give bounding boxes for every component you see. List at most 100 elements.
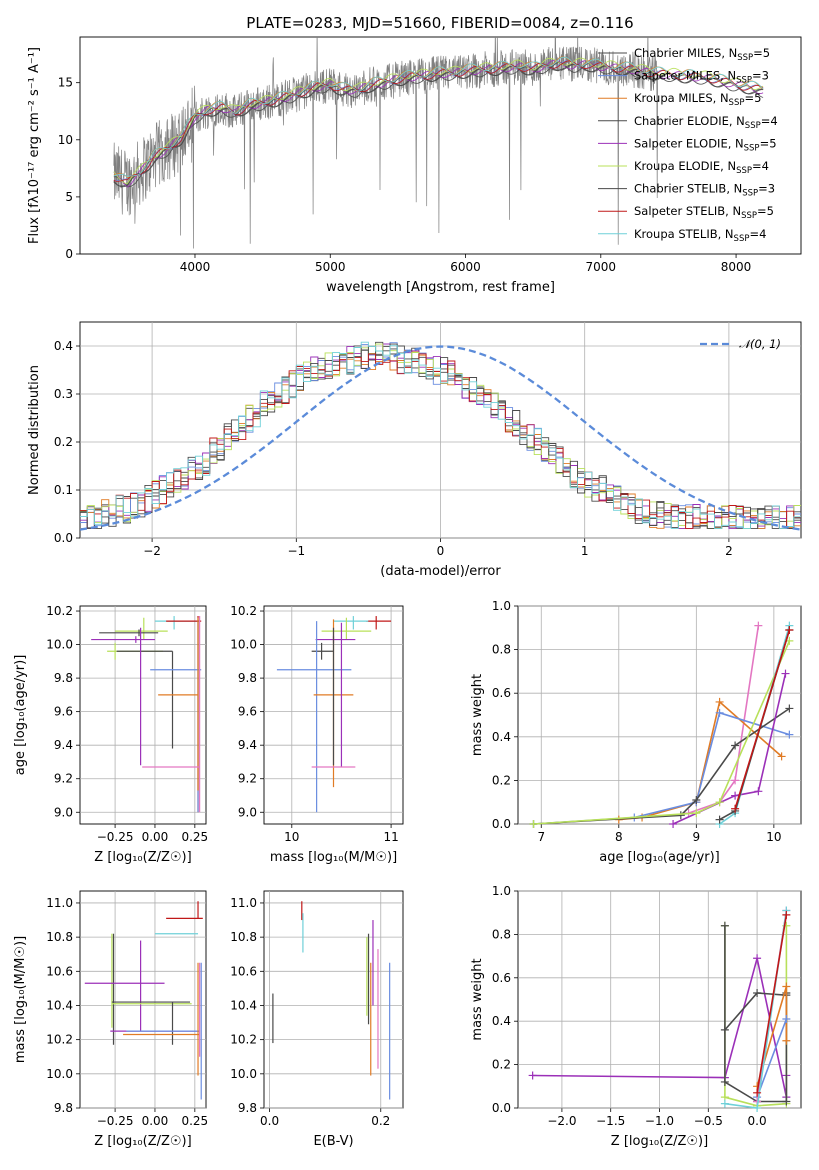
mass-weight-marker (782, 982, 791, 991)
spectrum-xtick-label: 7000 (586, 260, 617, 274)
mass-weight-marker (782, 1036, 791, 1045)
age-vs-Z-ytick-label: 9.4 (54, 738, 73, 752)
age-vs-Z-ylabel: age [log₁₀(age/yr)] (13, 655, 28, 776)
age-vs-mass-ytick-label: 10.2 (230, 604, 257, 618)
mass-weight-vs-age-xtick-label: 8 (615, 830, 623, 844)
spectrum-xtick-label: 4000 (180, 260, 211, 274)
mass-vs-Z-ytick-label: 11.0 (46, 896, 73, 910)
residuals-axes: −2 −1 0 1 2 0.0 0.1 0.2 0.3 0.4 (data-model)/error… (27, 322, 801, 579)
residuals-ytick-label: 0.3 (54, 387, 73, 401)
age-vs-Z-ytick-label: 9.2 (54, 772, 73, 786)
spectrum-legend-label: Salpeter MILES, NSSP=3 (634, 69, 769, 86)
mass-weight-vs-age-xlabel: age [log₁₀(age/yr)] (599, 850, 720, 865)
age-vs-Z-xtick-label: 0.25 (181, 830, 208, 844)
spectrum-legend-label: Chabrier STELIB, NSSP=3 (634, 182, 775, 199)
mass-vs-Z-ytick-label: 10.0 (46, 1067, 73, 1081)
age-vs-Z-ytick-label: 9.8 (54, 671, 73, 685)
mass-weight-line (756, 1018, 788, 1098)
mass-weight-marker (782, 1015, 791, 1024)
mass-weight-marker (731, 791, 740, 800)
age-vs-mass-ytick-label: 10.0 (230, 638, 257, 652)
mass-vs-Z-ytick-label: 10.4 (46, 998, 73, 1012)
mass-weight-marker (753, 954, 762, 963)
age-vs-Z-ytick-label: 9.6 (54, 705, 73, 719)
mass-weight-vs-age-xtick-label: 10 (766, 830, 781, 844)
mass-weight-marker (692, 796, 701, 805)
spectrum-ylabel: Flux [fλ10⁻¹⁷ erg cm⁻² s⁻¹ A⁻¹] (27, 47, 42, 244)
mass-weight-line (724, 992, 787, 1031)
mass-weight-marker (753, 1088, 762, 1097)
spectrum-frame (79, 36, 802, 255)
mass-weight-marker (781, 669, 790, 678)
mass-vs-Z-xtick-label: −0.25 (97, 1114, 134, 1128)
mass-weight-marker (753, 1104, 762, 1112)
age-vs-Z-ytick-label: 9.0 (54, 805, 73, 819)
mass-weight-marker (528, 1071, 537, 1080)
mass-weight-marker (782, 910, 791, 919)
residuals-legend-label: 𝒩(0, 1) (739, 337, 781, 351)
residuals-ytick-label: 0.4 (54, 339, 73, 353)
spectrum-xtick-label: 5000 (315, 260, 346, 274)
mass-vs-EBV-ytick-label: 11.0 (230, 896, 257, 910)
figure-title: PLATE=0283, MJD=51660, FIBERID=0084, z=0… (246, 14, 633, 32)
residuals-ytick-label: 0.2 (54, 435, 73, 449)
mass-weight-vs-Z-xtick-label: −1.5 (596, 1114, 625, 1128)
spectrum-xtick-label: 6000 (450, 260, 481, 274)
age-vs-mass-xtick-label: 10 (284, 830, 299, 844)
residual-histogram-line (80, 341, 801, 529)
mass-weight-vs-Z-xtick-label: −2.0 (547, 1114, 576, 1128)
mass-weight-vs-Z-xtick-label: 0.0 (748, 1114, 767, 1128)
mass-weight-marker (720, 1077, 729, 1086)
mass-vs-Z-ytick-label: 10.6 (46, 964, 73, 978)
mass-vs-EBV-xtick-label: 0.2 (371, 1114, 390, 1128)
mass-weight-marker (676, 811, 685, 820)
mass-vs-Z-axes: −0.25 0.00 0.25 9.8 10.0 10.2 10.4 10.6 10.8 11.0… (13, 891, 208, 1149)
mass-weight-vs-Z-series (528, 906, 791, 1112)
residuals-xlabel: (data-model)/error (380, 564, 501, 579)
mass-vs-Z-xtick-label: 0.25 (181, 1114, 208, 1128)
age-vs-mass-ytick-label: 9.6 (238, 705, 257, 719)
mass-vs-EBV-frame (263, 890, 404, 1109)
mass-vs-EBV-ytick-label: 10.6 (230, 964, 257, 978)
spectrum-model-line (113, 63, 764, 188)
mass-weight-vs-Z-ytick-label: 0.8 (492, 927, 511, 941)
mass-vs-Z-ytick-label: 9.8 (54, 1101, 73, 1115)
age-vs-mass-frame (263, 605, 404, 825)
residuals-xtick-label: −1 (287, 544, 305, 558)
mass-weight-vs-age-ytick-label: 0.0 (492, 817, 511, 831)
mass-weight-vs-Z-ytick-label: 0.0 (492, 1101, 511, 1115)
age-vs-mass-ytick-label: 9.0 (238, 805, 257, 819)
mass-vs-EBV-ytick-label: 10.4 (230, 998, 257, 1012)
spectrum-legend: Chabrier MILES, NSSP=5 Salpeter MILES, NS… (598, 46, 778, 244)
mass-weight-vs-Z-xtick-label: −0.5 (694, 1114, 723, 1128)
mass-vs-EBV-ytick-label: 10.0 (230, 1067, 257, 1081)
spectrum-model-line (113, 56, 764, 178)
mass-weight-line (756, 914, 788, 1093)
age-vs-mass-points (276, 616, 392, 813)
spectrum-ytick-label: 0 (65, 247, 73, 261)
mass-weight-vs-Z-ytick-label: 0.4 (492, 1014, 511, 1028)
mass-weight-marker (731, 804, 740, 813)
spectrum-ytick-label: 5 (65, 190, 73, 204)
mass-weight-vs-Z-ylabel: mass weight (470, 958, 485, 1040)
mass-weight-marker (720, 1025, 729, 1034)
mass-weight-vs-age-ytick-label: 0.6 (492, 686, 511, 700)
mass-weight-line (734, 629, 791, 809)
age-vs-Z-frame (79, 605, 207, 825)
age-vs-mass-ytick-label: 9.4 (238, 738, 257, 752)
mass-weight-marker (720, 1099, 729, 1108)
mass-weight-vs-age-xtick-label: 7 (537, 830, 545, 844)
mass-weight-marker (785, 625, 794, 634)
spectrum-model-line (113, 59, 764, 188)
mass-weight-marker (715, 697, 724, 706)
spectrum-legend-label: Salpeter ELODIE, NSSP=5 (634, 136, 777, 153)
mass-vs-Z-points (84, 901, 203, 1100)
mass-vs-EBV-ytick-label: 10.2 (230, 1033, 257, 1047)
age-vs-Z-ytick-label: 10.0 (46, 638, 73, 652)
age-vs-Z-ytick-label: 10.2 (46, 604, 73, 618)
mass-vs-EBV-ytick-label: 9.8 (238, 1101, 257, 1115)
mass-weight-marker (715, 708, 724, 717)
mass-weight-marker (669, 820, 678, 828)
